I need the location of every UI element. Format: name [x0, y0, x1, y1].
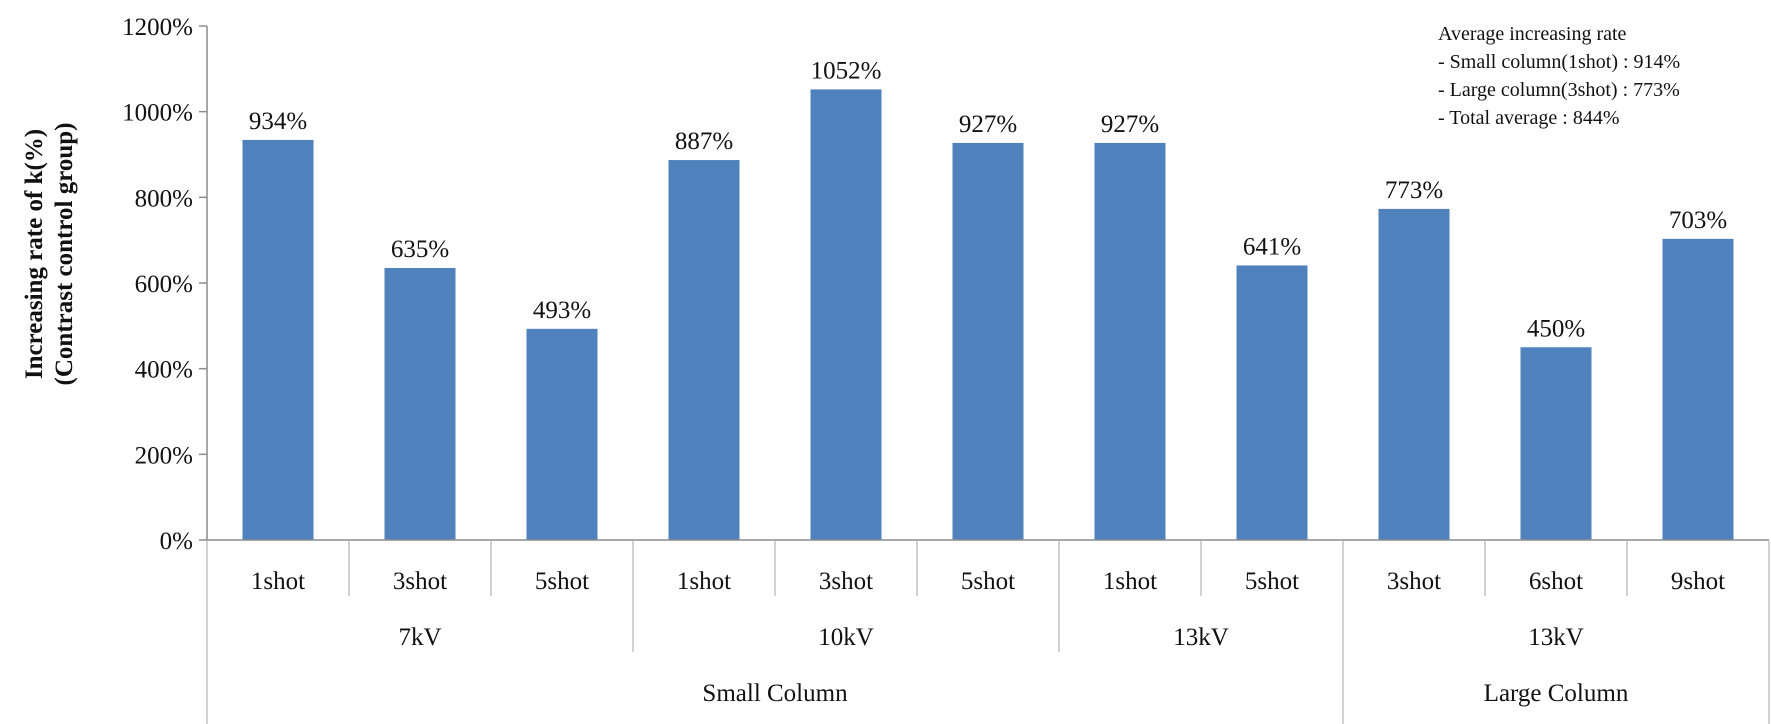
- x-axis: 1shot 3shot 5shot 1shot 3shot 5shot 1shot 5shot…: [206, 539, 1770, 724]
- data-label: 887%: [675, 128, 733, 155]
- bar: [668, 160, 740, 540]
- data-label: 635%: [391, 236, 449, 263]
- y-axis-label-line-2: (Contrast control group): [51, 123, 78, 386]
- y-tick-label: 200%: [135, 442, 193, 469]
- x-tick-label: 3shot: [819, 568, 873, 595]
- voltage-group-label: 13kV: [1528, 624, 1584, 651]
- bar: [1662, 238, 1734, 541]
- data-label: 773%: [1385, 177, 1443, 204]
- y-axis-label: Increasing rate of k(%) (Contrast contro…: [21, 123, 78, 386]
- annotation-line: - Total average : 844%: [1438, 107, 1620, 129]
- bar: [1378, 208, 1450, 541]
- data-label: 493%: [533, 297, 591, 324]
- bar: [526, 328, 598, 540]
- bar: [1520, 347, 1592, 540]
- x-tick-label: 1shot: [251, 568, 305, 595]
- y-axis: 0% 200% 400% 600% 800% 1000% 1200%: [122, 14, 208, 555]
- data-label: 927%: [1101, 111, 1159, 138]
- x-tick-label: 3shot: [393, 568, 447, 595]
- x-tick-label: 1shot: [1103, 568, 1157, 595]
- x-tick-label: 9shot: [1671, 568, 1725, 595]
- annotation-line: - Large column(3shot) : 773%: [1438, 79, 1680, 101]
- data-label: 450%: [1527, 315, 1585, 342]
- bar: [242, 139, 314, 541]
- x-tick-label: 5shot: [961, 568, 1015, 595]
- y-tick-label: 800%: [135, 185, 193, 212]
- bar: [384, 268, 456, 540]
- y-tick-label: 1000%: [122, 100, 193, 127]
- y-tick-label: 600%: [135, 271, 193, 298]
- voltage-group-label: 10kV: [818, 624, 874, 651]
- average-annotation: Average increasing rate - Small column(1…: [1438, 23, 1680, 129]
- data-label: 927%: [959, 111, 1017, 138]
- data-label: 641%: [1243, 233, 1301, 260]
- column-group-label: Large Column: [1484, 680, 1629, 707]
- bar: [810, 89, 882, 540]
- bars-layer: 934% 635% 493% 887% 1052% 927% 927% 641% 773% 450…: [242, 57, 1734, 541]
- bar: [1236, 265, 1308, 540]
- x-tick-label: 3shot: [1387, 568, 1441, 595]
- column-group-label: Small Column: [702, 680, 848, 707]
- y-tick-label: 1200%: [122, 14, 193, 41]
- x-tick-label: 6shot: [1529, 568, 1583, 595]
- x-tick-label: 1shot: [677, 568, 731, 595]
- data-label: 703%: [1669, 207, 1727, 234]
- voltage-group-label: 7kV: [398, 624, 441, 651]
- y-tick-label: 0%: [160, 528, 193, 555]
- y-axis-label-line-1: Increasing rate of k(%): [21, 129, 48, 379]
- voltage-group-label: 13kV: [1173, 624, 1229, 651]
- bar: [1094, 142, 1166, 540]
- annotation-title: Average increasing rate: [1438, 23, 1627, 45]
- annotation-line: - Small column(1shot) : 914%: [1438, 51, 1680, 73]
- x-tick-label: 5shot: [1245, 568, 1299, 595]
- data-label: 934%: [249, 108, 307, 135]
- data-label: 1052%: [811, 57, 882, 84]
- x-tick-label: 5shot: [535, 568, 589, 595]
- bar: [952, 142, 1024, 540]
- y-tick-label: 400%: [135, 357, 193, 384]
